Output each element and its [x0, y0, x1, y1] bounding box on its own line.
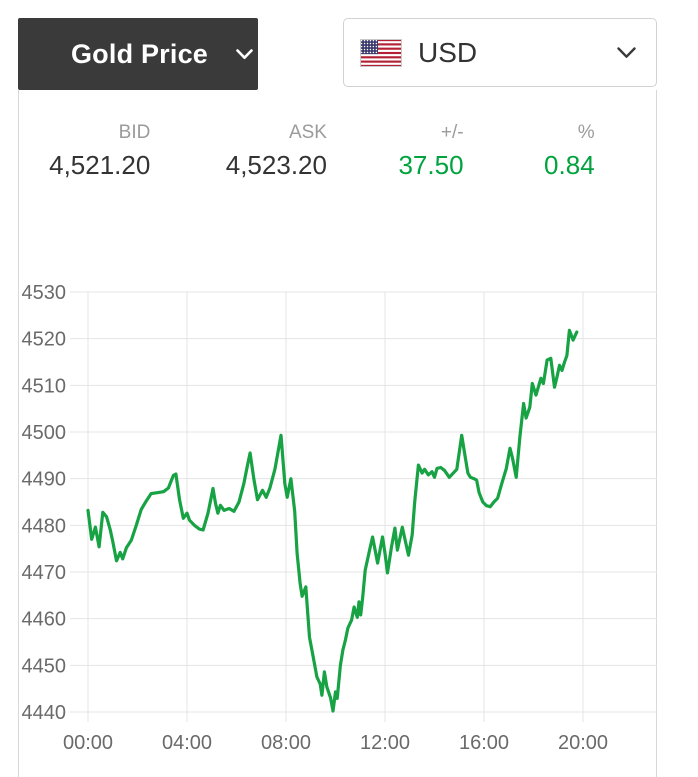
bid-value: 4,521.20 [49, 150, 151, 180]
price-chart: 4440 4450 4460 4470 4480 4490 4500 4510 4520 4530… [22, 282, 657, 754]
ask-label: ASK [288, 122, 327, 143]
svg-text:00:00: 00:00 [63, 732, 113, 754]
svg-text:4480: 4480 [22, 515, 67, 537]
svg-text:4460: 4460 [22, 609, 67, 631]
svg-text:4510: 4510 [22, 375, 67, 397]
change-label: +/- [440, 122, 464, 143]
bid-label: BID [118, 122, 151, 143]
price-label-row: BID ASK +/- % [18, 122, 625, 143]
widget-body-panel [18, 90, 657, 777]
currency-dropdown-label: USD [418, 36, 478, 68]
change-value: 37.50 [398, 150, 464, 180]
percent-label: % [577, 122, 595, 143]
svg-text:4500: 4500 [22, 422, 67, 444]
svg-text:4440: 4440 [22, 702, 67, 724]
ask-value: 4,523.20 [225, 150, 327, 180]
svg-text:4520: 4520 [22, 329, 67, 351]
svg-text:4470: 4470 [22, 562, 67, 584]
us-flag-icon [360, 38, 402, 67]
svg-text:08:00: 08:00 [261, 732, 311, 754]
chevron-down-icon [236, 48, 253, 60]
svg-text:04:00: 04:00 [162, 732, 212, 754]
svg-text:12:00: 12:00 [360, 732, 410, 754]
price-table: BID ASK +/- % 4,521.20 4,523.20 37.50 0.… [18, 122, 657, 179]
svg-text:4450: 4450 [22, 655, 67, 677]
instrument-dropdown[interactable]: Gold Price [18, 18, 258, 90]
price-value-row: 4,521.20 4,523.20 37.50 0.84 [18, 143, 625, 179]
svg-text:20:00: 20:00 [558, 732, 608, 754]
percent-value: 0.84 [544, 150, 595, 180]
currency-dropdown[interactable]: USD [343, 18, 657, 87]
svg-text:4490: 4490 [22, 469, 67, 491]
chevron-down-icon [617, 46, 636, 59]
svg-text:16:00: 16:00 [459, 732, 509, 754]
instrument-dropdown-label: Gold Price [70, 38, 209, 69]
svg-text:4530: 4530 [22, 282, 67, 304]
